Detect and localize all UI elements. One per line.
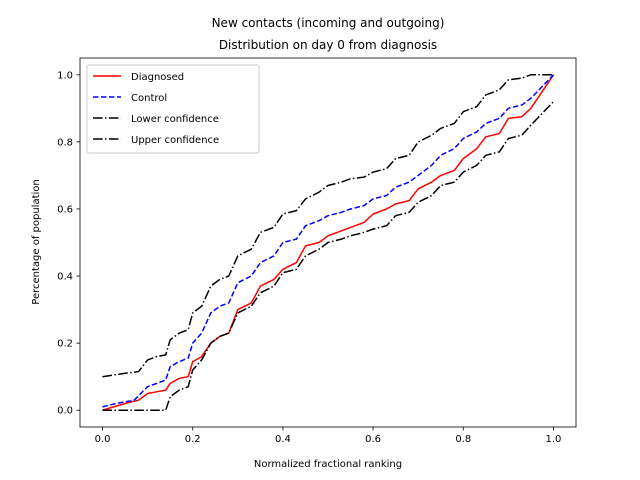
- series-line-diagnosed: [102, 74, 555, 411]
- x-tick-label: 0.8: [455, 434, 471, 445]
- y-tick-label: 0.4: [57, 272, 73, 283]
- x-tick-label: 0.4: [275, 434, 291, 445]
- legend-label-control: Control: [131, 93, 167, 104]
- y-axis-label: Percentage of population: [31, 179, 42, 304]
- y-tick-label: 0.8: [57, 137, 73, 148]
- series-lines: [102, 74, 555, 411]
- y-axis-ticks: 0.0 0.2 0.4 0.6 0.8 1.0: [57, 70, 80, 417]
- x-tick-label: 1.0: [546, 434, 562, 445]
- series-line-upper-confidence: [102, 74, 554, 378]
- chart-title-line-1: New contacts (incoming and outgoing): [212, 16, 445, 30]
- x-tick-label: 0.6: [365, 434, 381, 445]
- x-axis-label: Normalized fractional ranking: [254, 459, 402, 470]
- x-tick-label: 0.2: [185, 434, 201, 445]
- y-tick-label: 0.6: [57, 204, 73, 215]
- x-axis-ticks: 0.0 0.2 0.4 0.6 0.8 1.0: [95, 427, 562, 445]
- plot-area: [79, 57, 577, 428]
- chart-title-line-2: Distribution on day 0 from diagnosis: [219, 38, 437, 52]
- legend-label-diagnosed: Diagnosed: [131, 72, 184, 83]
- legend-box: [86, 64, 260, 154]
- series-line-control: [102, 74, 555, 408]
- series-line-lower-confidence: [102, 101, 555, 411]
- y-tick-label: 0.0: [57, 406, 73, 417]
- x-tick-label: 0.0: [95, 434, 111, 445]
- legend-label-upper-confidence: Upper confidence: [131, 135, 219, 146]
- y-tick-label: 0.2: [57, 339, 73, 350]
- legend: Diagnosed Control Lower confidence Upper…: [86, 64, 260, 154]
- y-tick-label: 1.0: [57, 70, 73, 81]
- legend-label-lower-confidence: Lower confidence: [131, 114, 219, 125]
